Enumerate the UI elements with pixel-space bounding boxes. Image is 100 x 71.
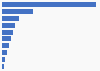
Bar [2,23,15,28]
Bar [2,57,5,62]
Bar [2,43,9,48]
Bar [2,9,33,14]
Bar [2,30,13,35]
Bar [2,16,19,21]
Bar [2,36,10,41]
Bar [2,2,96,7]
Bar [2,50,7,55]
Bar [2,64,4,69]
